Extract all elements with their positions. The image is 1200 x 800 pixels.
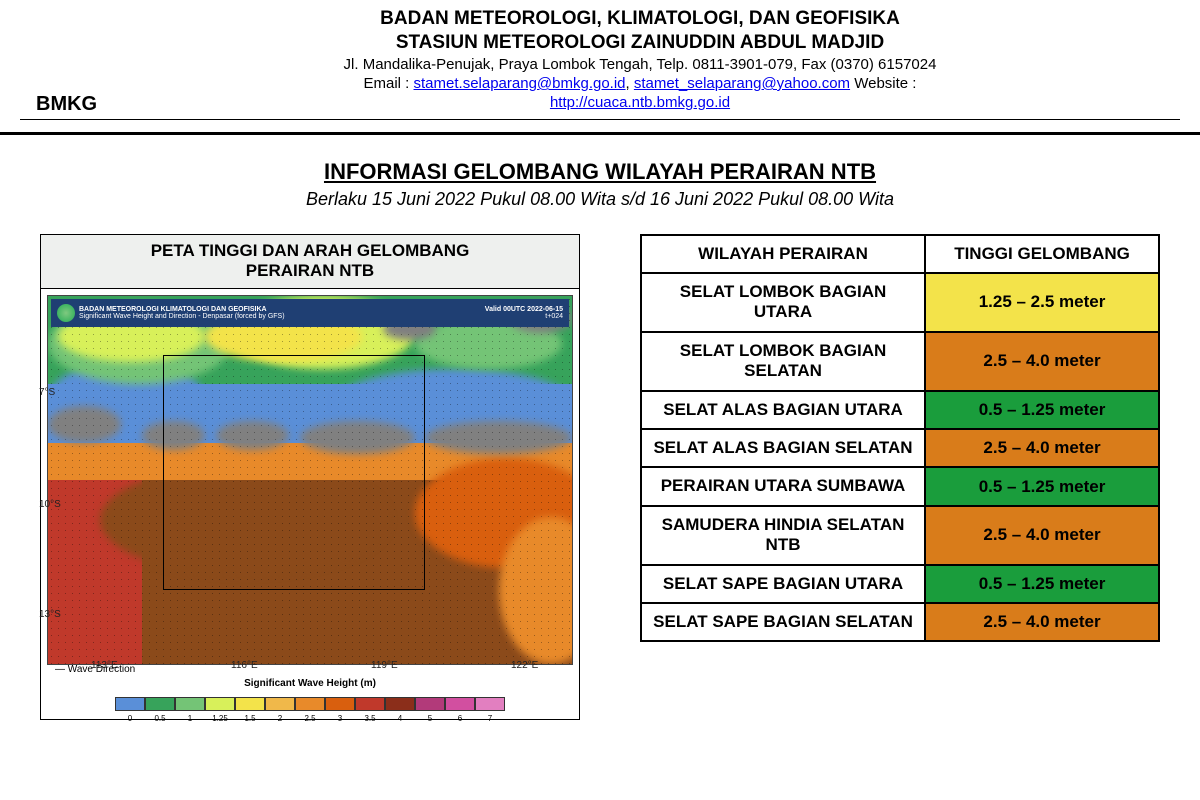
bulletin-valid: Berlaku 15 Juni 2022 Pukul 08.00 Wita s/… bbox=[0, 189, 1200, 210]
scale-tick: 0 bbox=[115, 714, 145, 723]
scale-tick: 0.5 bbox=[145, 714, 175, 723]
height-cell: 0.5 – 1.25 meter bbox=[925, 391, 1159, 429]
scale-segment bbox=[145, 697, 175, 711]
scale-segment bbox=[265, 697, 295, 711]
height-cell: 0.5 – 1.25 meter bbox=[925, 467, 1159, 505]
region-cell: SELAT ALAS BAGIAN SELATAN bbox=[641, 429, 925, 467]
map-canvas bbox=[47, 295, 573, 665]
email-label: Email : bbox=[364, 75, 414, 92]
contact-line: Email : stamet.selaparang@bmkg.go.id, st… bbox=[160, 75, 1120, 92]
region-cell: SAMUDERA HINDIA SELATAN NTB bbox=[641, 506, 925, 565]
scale-tick: 2 bbox=[265, 714, 295, 723]
table-row: SELAT LOMBOK BAGIAN SELATAN2.5 – 4.0 met… bbox=[641, 332, 1159, 391]
map-body: BADAN METEOROLOGI KLIMATOLOGI DAN GEOFIS… bbox=[41, 289, 579, 719]
map-subheader: BADAN METEOROLOGI KLIMATOLOGI DAN GEOFIS… bbox=[51, 299, 569, 327]
scale-segment bbox=[175, 697, 205, 711]
height-cell: 2.5 – 4.0 meter bbox=[925, 603, 1159, 641]
scale-tick: 2.5 bbox=[295, 714, 325, 723]
bmkg-logo-icon bbox=[57, 304, 75, 322]
region-cell: SELAT ALAS BAGIAN UTARA bbox=[641, 391, 925, 429]
table-header-height: TINGGI GELOMBANG bbox=[925, 235, 1159, 273]
map-sub-tz: t+024 bbox=[485, 313, 563, 320]
region-cell: SELAT LOMBOK BAGIAN UTARA bbox=[641, 273, 925, 332]
scale-tick: 4 bbox=[385, 714, 415, 723]
email-sep: , bbox=[626, 75, 634, 92]
region-cell: SELAT LOMBOK BAGIAN SELATAN bbox=[641, 332, 925, 391]
bmkg-label: BMKG bbox=[36, 93, 97, 116]
website-label: Website : bbox=[850, 75, 916, 92]
scale-segment bbox=[475, 697, 505, 711]
map-sub-product: Significant Wave Height and Direction - … bbox=[79, 313, 285, 320]
scale-segment bbox=[415, 697, 445, 711]
lat-tick-1: 10°S bbox=[39, 499, 61, 510]
wave-direction-label: — Wave Direction bbox=[55, 664, 135, 675]
table-row: SELAT LOMBOK BAGIAN UTARA1.25 – 2.5 mete… bbox=[641, 273, 1159, 332]
scale-segment bbox=[115, 697, 145, 711]
scale-tick: 3.5 bbox=[355, 714, 385, 723]
scale-segment bbox=[325, 697, 355, 711]
wave-height-table: WILAYAH PERAIRAN TINGGI GELOMBANG SELAT … bbox=[640, 234, 1160, 642]
table-row: SELAT SAPE BAGIAN SELATAN2.5 – 4.0 meter bbox=[641, 603, 1159, 641]
table-row: PERAIRAN UTARA SUMBAWA0.5 – 1.25 meter bbox=[641, 467, 1159, 505]
lat-tick-2: 13°S bbox=[39, 609, 61, 620]
lat-tick-0: 7°S bbox=[39, 387, 55, 398]
email-2[interactable]: stamet_selaparang@yahoo.com bbox=[634, 75, 850, 92]
letterhead: BADAN METEOROLOGI, KLIMATOLOGI, DAN GEOF… bbox=[0, 0, 1200, 135]
region-cell: SELAT SAPE BAGIAN UTARA bbox=[641, 565, 925, 603]
wave-map-panel: PETA TINGGI DAN ARAH GELOMBANG PERAIRAN … bbox=[40, 234, 580, 720]
website-link[interactable]: http://cuaca.ntb.bmkg.go.id bbox=[550, 94, 730, 111]
scale-tick: 1 bbox=[175, 714, 205, 723]
map-sub-valid: Valid 00UTC 2022-06-15 bbox=[485, 306, 563, 313]
scale-segment bbox=[295, 697, 325, 711]
bulletin-title-block: INFORMASI GELOMBANG WILAYAH PERAIRAN NTB… bbox=[0, 159, 1200, 210]
lon-tick-2: 119°E bbox=[371, 660, 398, 671]
table-row: SAMUDERA HINDIA SELATAN NTB2.5 – 4.0 met… bbox=[641, 506, 1159, 565]
scale-tick: 3 bbox=[325, 714, 355, 723]
map-title: PETA TINGGI DAN ARAH GELOMBANG PERAIRAN … bbox=[41, 235, 579, 289]
table-row: SELAT SAPE BAGIAN UTARA0.5 – 1.25 meter bbox=[641, 565, 1159, 603]
scale-tick: 6 bbox=[445, 714, 475, 723]
email-1[interactable]: stamet.selaparang@bmkg.go.id bbox=[414, 75, 626, 92]
lon-tick-3: 122°E bbox=[511, 660, 538, 671]
bulletin-title: INFORMASI GELOMBANG WILAYAH PERAIRAN NTB bbox=[0, 159, 1200, 185]
address-line: Jl. Mandalika-Penujak, Praya Lombok Teng… bbox=[160, 56, 1120, 73]
scale-segment bbox=[235, 697, 265, 711]
scale-tick: 1.25 bbox=[205, 714, 235, 723]
scale-segment bbox=[205, 697, 235, 711]
scale-segment bbox=[385, 697, 415, 711]
lon-tick-1: 116°E bbox=[231, 660, 258, 671]
table-row: SELAT ALAS BAGIAN UTARA0.5 – 1.25 meter bbox=[641, 391, 1159, 429]
map-title-line2: PERAIRAN NTB bbox=[246, 261, 374, 280]
map-sub-agency: BADAN METEOROLOGI KLIMATOLOGI DAN GEOFIS… bbox=[79, 306, 285, 313]
height-cell: 2.5 – 4.0 meter bbox=[925, 429, 1159, 467]
height-cell: 2.5 – 4.0 meter bbox=[925, 506, 1159, 565]
station-name: STASIUN METEOROLOGI ZAINUDDIN ABDUL MADJ… bbox=[160, 32, 1120, 54]
scale-tick: 5 bbox=[415, 714, 445, 723]
scale-segment bbox=[355, 697, 385, 711]
table-header-region: WILAYAH PERAIRAN bbox=[641, 235, 925, 273]
agency-name: BADAN METEOROLOGI, KLIMATOLOGI, DAN GEOF… bbox=[160, 8, 1120, 30]
color-scale-bar bbox=[115, 683, 505, 711]
scale-tick: 7 bbox=[475, 714, 505, 723]
region-cell: PERAIRAN UTARA SUMBAWA bbox=[641, 467, 925, 505]
scale-tick: 1.5 bbox=[235, 714, 265, 723]
height-cell: 1.25 – 2.5 meter bbox=[925, 273, 1159, 332]
height-cell: 2.5 – 4.0 meter bbox=[925, 332, 1159, 391]
map-title-line1: PETA TINGGI DAN ARAH GELOMBANG bbox=[151, 241, 470, 260]
region-cell: SELAT SAPE BAGIAN SELATAN bbox=[641, 603, 925, 641]
scale-segment bbox=[445, 697, 475, 711]
table-row: SELAT ALAS BAGIAN SELATAN2.5 – 4.0 meter bbox=[641, 429, 1159, 467]
height-cell: 0.5 – 1.25 meter bbox=[925, 565, 1159, 603]
